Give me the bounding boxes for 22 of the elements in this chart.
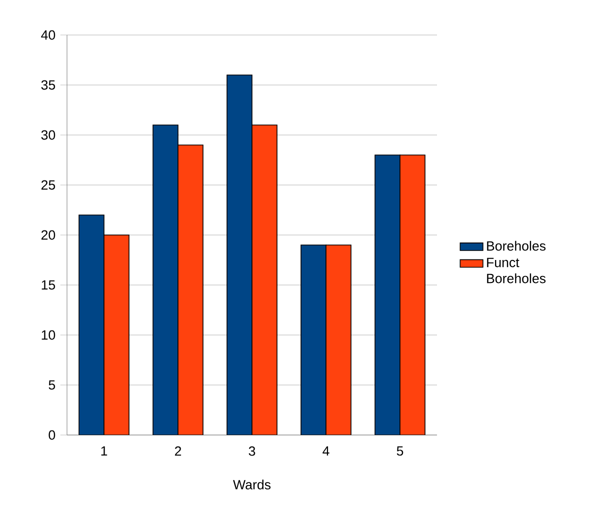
y-tick-label: 30 — [41, 130, 56, 140]
bar — [300, 244, 326, 435]
x-tick-label: 5 — [396, 446, 404, 456]
y-tick-label: 15 — [42, 280, 56, 290]
x-tick-label: 3 — [248, 446, 256, 456]
x-tick-label: 1 — [101, 446, 108, 456]
y-tick-label: 35 — [41, 80, 56, 90]
bar — [374, 154, 400, 435]
x-tick-label: 2 — [174, 446, 182, 456]
legend-label: Funct Boreholes — [487, 258, 546, 284]
y-tick-label: 0 — [48, 430, 56, 440]
bar — [78, 214, 104, 435]
y-tick-label: 20 — [41, 230, 56, 240]
bar — [226, 74, 252, 435]
legend-label: Boreholes — [487, 240, 546, 251]
x-axis-title: Wards — [233, 480, 271, 490]
y-tick-label: 40 — [41, 30, 56, 40]
y-tick-label: 5 — [48, 380, 56, 390]
y-tick-label: 25 — [41, 180, 56, 190]
x-tick-label: 4 — [322, 446, 330, 456]
bar — [152, 124, 178, 435]
y-tick-label: 10 — [42, 330, 56, 340]
